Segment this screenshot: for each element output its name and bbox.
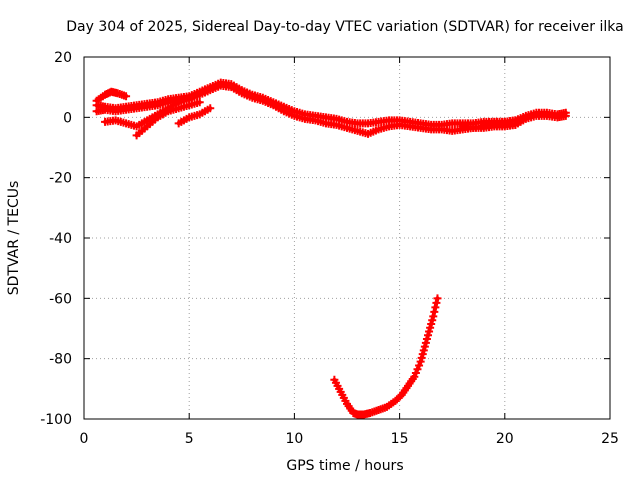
- data-point-interp: [428, 316, 437, 325]
- data-point-interp: [419, 346, 428, 355]
- series-6: [174, 104, 215, 128]
- data-point-interp: [417, 353, 426, 362]
- data-point-interp: [427, 319, 436, 328]
- data-point: [561, 111, 570, 120]
- data-point-interp: [411, 368, 420, 377]
- y-tick-label: -100: [40, 412, 72, 428]
- data-point-interp: [424, 331, 433, 340]
- series-5: [132, 98, 204, 140]
- x-tick-label: 0: [80, 431, 89, 447]
- data-point: [429, 312, 438, 321]
- x-tick-label: 20: [496, 431, 514, 447]
- series-8: [458, 111, 570, 132]
- y-tick-label: -60: [49, 291, 72, 307]
- data-point: [420, 342, 429, 351]
- data-point: [433, 294, 442, 303]
- data-point-interp: [432, 298, 441, 307]
- y-tick-label: -80: [49, 352, 72, 368]
- y-tick-label: -20: [49, 171, 72, 187]
- data-points: [92, 78, 570, 419]
- ticks-layer: 0 5 10 15 20 25 -100 -80 -60 -40 -20 0 20: [40, 50, 619, 447]
- data-point: [416, 357, 425, 366]
- y-tick-label: 0: [63, 110, 72, 126]
- x-tick-label: 25: [601, 431, 619, 447]
- data-point-interp: [426, 323, 435, 332]
- x-tick-label: 15: [391, 431, 409, 447]
- series-9: [330, 294, 442, 419]
- data-point-interp: [430, 307, 439, 316]
- data-point: [195, 98, 204, 107]
- data-point-interp: [415, 361, 424, 370]
- data-point: [206, 104, 215, 113]
- data-point: [122, 92, 131, 101]
- y-tick-label: -40: [49, 231, 72, 247]
- data-point-interp: [413, 365, 422, 374]
- chart-title: Day 304 of 2025, Sidereal Day-to-day VTE…: [66, 19, 623, 35]
- x-tick-label: 10: [285, 431, 303, 447]
- data-point-interp: [431, 303, 440, 312]
- series-3: [92, 87, 131, 105]
- x-tick-label: 5: [185, 431, 194, 447]
- y-tick-label: 20: [54, 50, 72, 66]
- data-point: [425, 327, 434, 336]
- data-point-interp: [418, 350, 427, 359]
- data-point-interp: [421, 338, 430, 347]
- y-axis-label: SDTVAR / TECUs: [6, 181, 22, 296]
- x-axis-label: GPS time / hours: [286, 458, 403, 474]
- data-point: [410, 372, 419, 381]
- data-point-interp: [422, 335, 431, 344]
